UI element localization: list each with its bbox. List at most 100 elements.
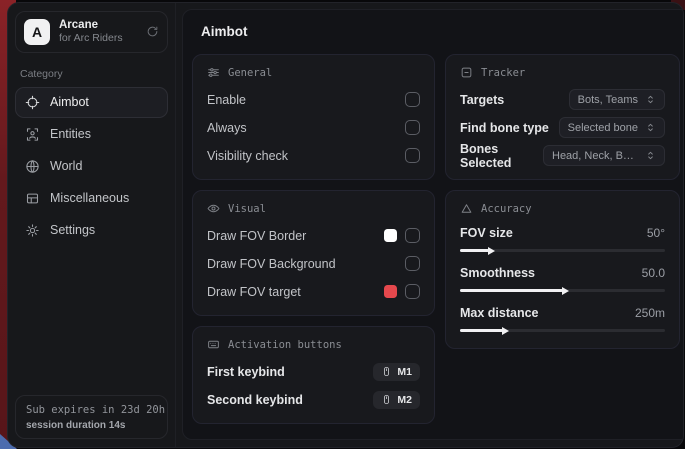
setting-label: Bones Selected [460, 141, 512, 170]
sidebar: A Arcane for Arc Riders Category Aimbot [8, 3, 176, 447]
sidebar-item-label: Aimbot [50, 95, 89, 109]
setting-label: Draw FOV Background [207, 256, 336, 271]
entities-scan-icon [25, 127, 40, 142]
fov-size-value: 50° [646, 226, 665, 240]
sidebar-item-label: World [50, 159, 83, 173]
enable-checkbox[interactable] [405, 92, 420, 107]
targets-dropdown[interactable]: Bots, Teams [568, 89, 665, 110]
card-header-label: Activation buttons [228, 338, 342, 351]
setting-row-always: Always [207, 118, 420, 137]
setting-row-targets: Targets Bots, Teams [460, 89, 665, 110]
sidebar-item-miscellaneous[interactable]: Miscellaneous [15, 183, 168, 214]
setting-label: Draw FOV target [207, 284, 301, 299]
find-bone-type-dropdown[interactable]: Selected bone [558, 117, 665, 138]
slider-thumb[interactable] [487, 246, 495, 255]
max-distance-value: 250m [634, 306, 665, 320]
session-duration-text: session duration 14s [26, 420, 126, 431]
fov-size-slider[interactable] [460, 246, 665, 255]
visual-card: Visual Draw FOV Border Draw FOV Backgrou… [192, 190, 435, 316]
dropdown-value: Selected bone [567, 121, 638, 134]
max-distance-slider[interactable] [460, 326, 665, 335]
keybind-value: M2 [397, 393, 412, 406]
setting-label: Always [207, 120, 247, 135]
setting-label: FOV size [460, 226, 513, 240]
second-keybind-button[interactable]: M2 [373, 390, 420, 409]
setting-row-first-keybind: First keybind M1 [207, 362, 420, 381]
logo-card: A Arcane for Arc Riders [15, 11, 168, 53]
card-header-label: Visual [228, 202, 266, 215]
slider-thumb[interactable] [561, 286, 569, 295]
activation-card: Activation buttons First keybind M1 [192, 326, 435, 424]
chevron-up-down-icon [645, 150, 656, 161]
setting-label: Smoothness [460, 266, 536, 280]
chevron-up-down-icon [645, 94, 656, 105]
draw-fov-background-checkbox[interactable] [405, 256, 420, 271]
mouse-icon [381, 394, 392, 405]
sidebar-item-aimbot[interactable]: Aimbot [15, 86, 168, 118]
layout-grid-icon [25, 191, 40, 206]
accuracy-card: Accuracy FOV size 50° [445, 190, 680, 349]
setting-row-find-bone-type: Find bone type Selected bone [460, 117, 665, 138]
general-card: General Enable Always Visibility check [192, 54, 435, 180]
setting-row-bones-selected: Bones Selected Head, Neck, Body, Pe... [460, 142, 665, 170]
box-minus-icon [460, 66, 473, 79]
refresh-icon[interactable] [146, 25, 159, 38]
dropdown-value: Bots, Teams [577, 93, 638, 106]
sidebar-item-settings[interactable]: Settings [15, 215, 168, 246]
visual-card-header: Visual [207, 202, 420, 215]
globe-icon [25, 159, 40, 174]
sidebar-item-label: Entities [50, 127, 91, 141]
app-subtitle: for Arc Riders [59, 32, 123, 45]
keybind-value: M1 [397, 365, 412, 378]
app-window: A Arcane for Arc Riders Category Aimbot [7, 2, 684, 448]
right-column: Tracker Targets Bots, Teams [445, 54, 680, 349]
setting-label: Find bone type [460, 120, 549, 135]
subscription-card: Sub expires in 23d 20h session duration … [15, 395, 168, 439]
main-area: Aimbot General Enable [176, 3, 683, 447]
fov-border-color-swatch[interactable] [384, 229, 397, 242]
setting-label: Second keybind [207, 392, 303, 407]
draw-fov-border-checkbox[interactable] [405, 228, 420, 243]
content-panel: Aimbot General Enable [182, 9, 683, 440]
setting-row-max-distance: Max distance 250m [460, 306, 665, 335]
setting-row-draw-fov-border: Draw FOV Border [207, 226, 420, 245]
setting-label: First keybind [207, 364, 285, 379]
sliders-icon [207, 66, 220, 79]
chevron-up-down-icon [645, 122, 656, 133]
setting-label: Draw FOV Border [207, 228, 307, 243]
tracker-card: Tracker Targets Bots, Teams [445, 54, 680, 180]
draw-fov-target-checkbox[interactable] [405, 284, 420, 299]
category-label: Category [20, 67, 63, 80]
slider-fill [460, 326, 510, 335]
first-keybind-button[interactable]: M1 [373, 362, 420, 381]
dropdown-value: Head, Neck, Body, Pe... [552, 149, 638, 162]
triangle-icon [460, 202, 473, 215]
visibility-check-checkbox[interactable] [405, 148, 420, 163]
setting-row-draw-fov-target: Draw FOV target [207, 282, 420, 301]
setting-row-fov-size: FOV size 50° [460, 226, 665, 255]
setting-row-second-keybind: Second keybind M2 [207, 390, 420, 409]
app-title: Arcane [59, 19, 98, 31]
setting-label: Targets [460, 92, 505, 107]
setting-label: Max distance [460, 306, 539, 320]
app-logo: A [24, 18, 50, 45]
card-header-label: Tracker [481, 66, 526, 79]
bones-selected-dropdown[interactable]: Head, Neck, Body, Pe... [543, 145, 665, 166]
page-title: Aimbot [201, 24, 248, 39]
card-header-label: Accuracy [481, 202, 532, 215]
sidebar-item-label: Settings [50, 223, 96, 237]
fov-target-color-swatch[interactable] [384, 285, 397, 298]
setting-row-visibility-check: Visibility check [207, 146, 420, 165]
smoothness-slider[interactable] [460, 286, 665, 295]
keyboard-icon [207, 338, 220, 351]
slider-fill [460, 246, 495, 255]
eye-icon [207, 202, 220, 215]
setting-row-draw-fov-background: Draw FOV Background [207, 254, 420, 273]
sidebar-item-world[interactable]: World [15, 151, 168, 182]
gear-icon [25, 223, 40, 238]
activation-card-header: Activation buttons [207, 338, 420, 351]
always-checkbox[interactable] [405, 120, 420, 135]
slider-thumb[interactable] [502, 326, 510, 335]
sidebar-item-entities[interactable]: Entities [15, 119, 168, 150]
mouse-icon [381, 366, 392, 377]
